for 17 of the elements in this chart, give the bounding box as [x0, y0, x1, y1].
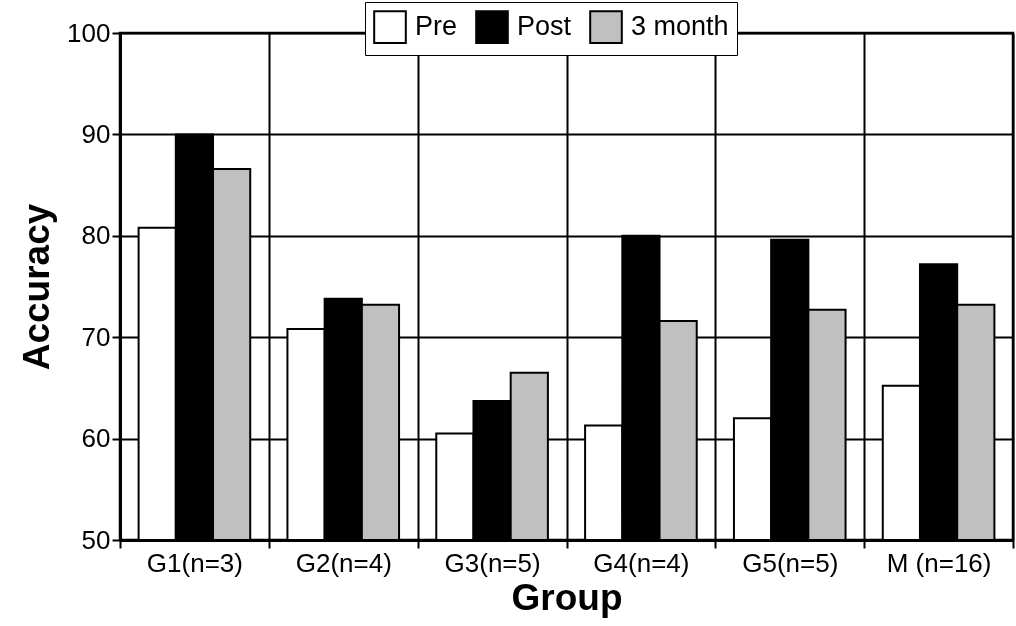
y-tick-label: 50: [81, 524, 111, 555]
x-axis-title: Group: [511, 576, 623, 618]
x-tick-label: G2(n=4): [295, 547, 392, 578]
y-tick-label: 60: [81, 423, 111, 454]
x-tick-label: G1(n=3): [146, 547, 243, 578]
y-axis-title: Accuracy: [16, 203, 58, 371]
y-tick-label: 100: [67, 17, 111, 48]
legend-label: Pre: [415, 11, 458, 42]
x-tick-label: G5(n=5): [742, 547, 839, 578]
y-tick-label: 80: [81, 220, 111, 251]
legend-label: 3 month: [631, 11, 729, 42]
y-tick-label: 70: [81, 321, 111, 352]
x-tick-label: M (n=16): [886, 547, 992, 578]
x-tick-label: G4(n=4): [593, 547, 690, 578]
legend-label: Post: [517, 11, 572, 42]
x-tick-label: G3(n=5): [444, 547, 541, 578]
y-tick-label: 90: [81, 118, 111, 149]
